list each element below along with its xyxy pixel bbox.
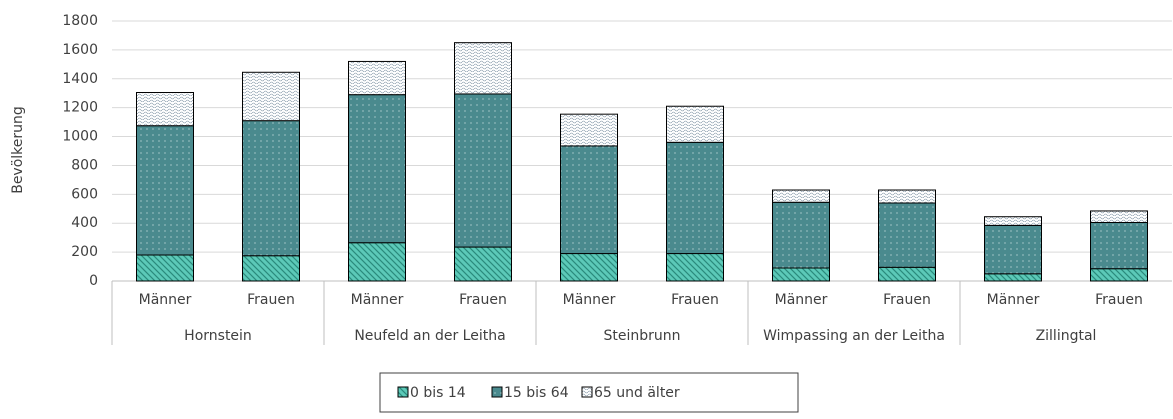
bar-segment	[242, 71, 300, 122]
x-tick-label: Frauen	[883, 292, 931, 308]
bar-segment	[454, 246, 512, 282]
x-tick-label: Männer	[351, 292, 404, 308]
y-tick-label: 1200	[62, 100, 98, 116]
bar-segment	[772, 201, 830, 269]
x-tick-label: Männer	[139, 292, 192, 308]
bar-segment	[136, 125, 194, 256]
bar-segment	[666, 105, 724, 143]
bar-segment	[136, 254, 194, 282]
bar-segment	[984, 216, 1042, 226]
bar-segment	[560, 113, 618, 147]
bar-segment	[666, 253, 724, 282]
legend-label: 0 bis 14	[410, 385, 466, 401]
bar-segment	[348, 60, 406, 96]
bar-segment	[348, 94, 406, 244]
group-label: Neufeld an der Leitha	[354, 328, 505, 344]
y-tick-label: 600	[71, 186, 98, 202]
bar-segment	[1090, 268, 1148, 282]
group-label: Wimpassing an der Leitha	[763, 328, 945, 344]
y-tick-label: 200	[71, 244, 98, 260]
y-tick-label: 1400	[62, 71, 98, 87]
bar-segment	[242, 120, 300, 257]
x-tick-label: Männer	[775, 292, 828, 308]
legend-label: 15 bis 64	[504, 385, 569, 401]
x-tick-label: Männer	[987, 292, 1040, 308]
bar-segment	[136, 92, 194, 127]
bar-segment	[454, 42, 512, 95]
bar-segment	[984, 224, 1042, 275]
y-tick-label: 1800	[62, 13, 98, 29]
x-tick-label: Frauen	[247, 292, 295, 308]
x-tick-label: Frauen	[1095, 292, 1143, 308]
bar-segment	[560, 145, 618, 255]
bar-segment	[772, 267, 830, 282]
group-label: Steinbrunn	[603, 328, 680, 344]
y-tick-label: 0	[89, 273, 98, 289]
bar-segment	[348, 242, 406, 282]
legend-swatch	[491, 386, 503, 398]
bar-segment	[242, 255, 300, 282]
y-tick-label: 1600	[62, 42, 98, 58]
legend-label: 65 und älter	[594, 385, 680, 401]
bar-segment	[666, 141, 724, 255]
group-label: Hornstein	[184, 328, 252, 344]
y-axis-label: Bevölkerung	[10, 106, 26, 194]
x-tick-label: Frauen	[671, 292, 719, 308]
legend-swatch	[581, 386, 593, 398]
bar-segment	[454, 93, 512, 248]
bar-segment	[878, 202, 936, 268]
bar-segment	[1090, 210, 1148, 223]
bar-segment	[560, 253, 618, 282]
bar-segment	[984, 273, 1042, 282]
bar-segment	[878, 189, 936, 204]
y-tick-label: 1000	[62, 129, 98, 145]
y-tick-label: 800	[71, 157, 98, 173]
bar-segment	[772, 189, 830, 203]
x-tick-label: Männer	[563, 292, 616, 308]
bar-segment	[878, 266, 936, 282]
bar-segment	[1090, 222, 1148, 270]
x-tick-label: Frauen	[459, 292, 507, 308]
group-label: Zillingtal	[1036, 328, 1097, 344]
y-tick-label: 400	[71, 215, 98, 231]
legend-swatch	[397, 386, 409, 398]
